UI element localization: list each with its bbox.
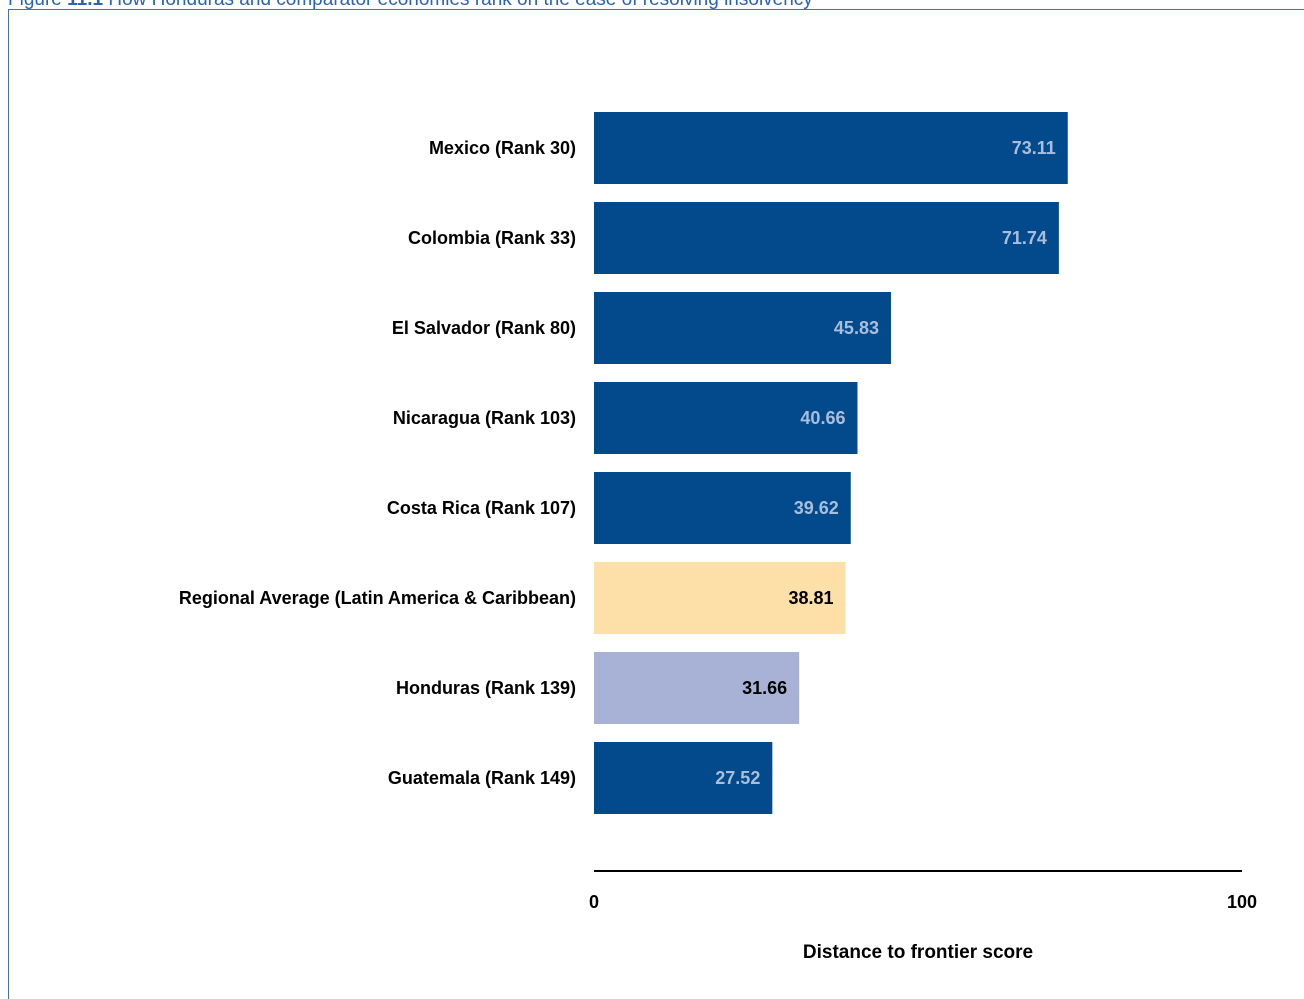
category-label-2: El Salvador (Rank 80) xyxy=(392,318,576,338)
x-tick-label-max: 100 xyxy=(1227,892,1257,912)
value-label-4: 39.62 xyxy=(794,498,839,518)
caption-text: How Honduras and comparator economies ra… xyxy=(103,0,812,10)
value-label-0: 73.11 xyxy=(1012,138,1056,158)
bar-3 xyxy=(594,382,858,454)
bar-4 xyxy=(594,472,851,544)
category-label-1: Colombia (Rank 33) xyxy=(408,228,576,248)
value-label-3: 40.66 xyxy=(800,408,845,428)
bar-1 xyxy=(594,202,1059,274)
caption-number: 11.1 xyxy=(67,0,103,10)
category-label-7: Guatemala (Rank 149) xyxy=(388,768,576,788)
bar-5 xyxy=(594,562,846,634)
x-axis-title: Distance to frontier score xyxy=(803,942,1033,963)
value-label-1: 71.74 xyxy=(1002,228,1047,248)
bar-2 xyxy=(594,292,891,364)
caption-prefix: Figure xyxy=(8,0,67,10)
value-label-5: 38.81 xyxy=(788,588,833,608)
bars-layer: Mexico (Rank 30) 73.11 Colombia (Rank 33) 7… xyxy=(179,112,1068,814)
bar-0 xyxy=(594,112,1068,184)
x-tick-label-min: 0 xyxy=(589,892,599,912)
category-label-0: Mexico (Rank 30) xyxy=(429,138,576,158)
figure-caption: Figure 11.1 How Honduras and comparator … xyxy=(8,0,813,11)
category-label-5: Regional Average (Latin America & Caribb… xyxy=(179,588,576,608)
category-label-4: Costa Rica (Rank 107) xyxy=(387,498,576,518)
value-label-6: 31.66 xyxy=(742,678,787,698)
figure-frame xyxy=(8,9,1304,999)
category-label-3: Nicaragua (Rank 103) xyxy=(393,408,576,428)
category-label-6: Honduras (Rank 139) xyxy=(396,678,576,698)
value-label-7: 27.52 xyxy=(715,768,760,788)
value-label-2: 45.83 xyxy=(834,318,879,338)
bar-7 xyxy=(594,742,773,814)
bar-6 xyxy=(594,652,800,724)
